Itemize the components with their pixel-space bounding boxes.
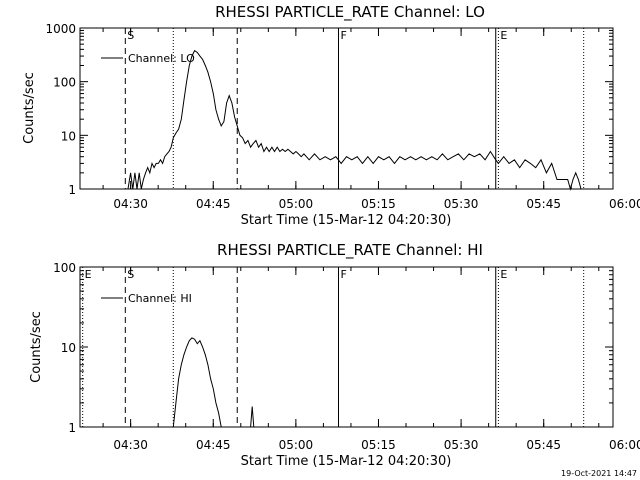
x-tick-label: 05:45 xyxy=(526,197,561,211)
series-line-HI xyxy=(172,337,224,428)
chart-lo-xlabel: Start Time (15-Mar-12 04:20:30) xyxy=(241,213,452,228)
x-tick-label: 05:00 xyxy=(279,438,314,452)
series-line-HI-spike xyxy=(250,406,255,428)
chart-hi-title: RHESSI PARTICLE_RATE Channel: HI xyxy=(217,241,483,260)
x-tick-label: 05:30 xyxy=(444,197,479,211)
marker-flag-E: E xyxy=(500,29,507,42)
generated-timestamp: 19-Oct-2021 14:47 xyxy=(561,469,637,478)
x-tick-label: 04:30 xyxy=(113,197,148,211)
chart-hi-legend: Channel: HI xyxy=(128,292,192,305)
chart-lo-ticks: 04:30 04:45 05:00 05:15 05:30 05:45 06:00 1 10 10… xyxy=(45,22,640,211)
x-tick-label: 05:15 xyxy=(361,197,396,211)
marker-flag-F: F xyxy=(341,268,347,281)
y-tick-label: 1 xyxy=(68,183,76,197)
chart-lo-legend: Channel: LO xyxy=(128,52,195,65)
chart-lo: RHESSI PARTICLE_RATE Channel: LO Counts/… xyxy=(22,3,640,228)
x-tick-label: 04:30 xyxy=(113,438,148,452)
x-tick-label: 06:00 xyxy=(609,197,640,211)
y-tick-label: 100 xyxy=(53,261,76,275)
y-tick-label: 1 xyxy=(68,421,76,435)
marker-flag-F: F xyxy=(341,29,347,42)
x-tick-label: 05:00 xyxy=(279,197,314,211)
marker-flag-E: E xyxy=(85,268,92,281)
marker-flag-E: E xyxy=(500,268,507,281)
x-tick-label: 06:00 xyxy=(609,438,640,452)
y-tick-label: 10 xyxy=(61,129,76,143)
x-tick-label: 04:45 xyxy=(196,438,231,452)
x-tick-label: 04:45 xyxy=(196,197,231,211)
chart-lo-title: RHESSI PARTICLE_RATE Channel: LO xyxy=(215,3,485,22)
chart-lo-frame xyxy=(79,27,614,190)
x-tick-label: 05:45 xyxy=(526,438,561,452)
chart-lo-series xyxy=(127,49,582,191)
chart-hi-ylabel: Counts/sec xyxy=(29,311,44,383)
y-tick-label: 10 xyxy=(61,341,76,355)
chart-hi-ticks: 04:30 04:45 05:00 05:15 05:30 05:45 06:00 1 10 10… xyxy=(53,261,640,452)
series-line-LO xyxy=(127,49,582,191)
y-tick-label: 1000 xyxy=(45,22,76,36)
chart-hi-frame xyxy=(79,266,614,428)
chart-hi-series xyxy=(172,337,255,428)
y-tick-label: 100 xyxy=(53,76,76,90)
x-tick-label: 05:30 xyxy=(444,438,479,452)
chart-lo-ylabel: Counts/sec xyxy=(22,72,37,144)
chart-hi-xlabel: Start Time (15-Mar-12 04:20:30) xyxy=(241,454,452,469)
x-tick-label: 05:15 xyxy=(361,438,396,452)
chart-hi: RHESSI PARTICLE_RATE Channel: HI Counts/… xyxy=(29,241,640,469)
